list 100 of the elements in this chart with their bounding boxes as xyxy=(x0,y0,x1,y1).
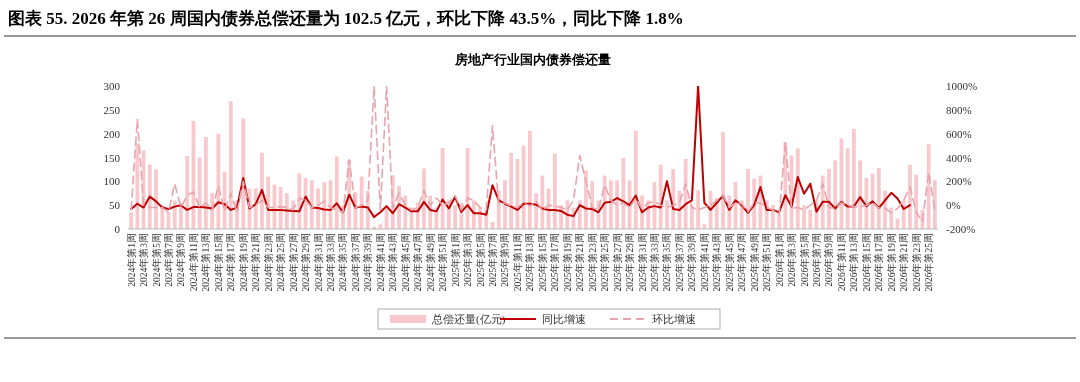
x-tick-label: 2025年第15周 xyxy=(536,233,548,292)
bar xyxy=(228,101,233,229)
bar xyxy=(359,176,364,229)
bar xyxy=(316,188,320,229)
x-tick-label: 2024年第47周 xyxy=(412,233,424,292)
x-tick-label: 2025年第27周 xyxy=(611,233,623,292)
x-tick-label: 2024年第49周 xyxy=(424,233,436,292)
bar xyxy=(752,178,757,229)
bar xyxy=(129,212,133,229)
x-tick-label: 2024年第3周 xyxy=(138,233,150,287)
x-tick-label: 2025年第13周 xyxy=(524,233,536,292)
x-tick-label: 2025年第7周 xyxy=(487,233,498,287)
x-tick-label: 2024年第51周 xyxy=(437,233,449,292)
x-tick-label: 2026年第21周 xyxy=(898,233,910,292)
bar xyxy=(154,169,158,229)
legend-label: 同比增速 xyxy=(542,313,586,325)
x-tick-label: 2024年第7周 xyxy=(163,233,174,287)
bar xyxy=(858,160,862,229)
x-tick-label: 2026年第11周 xyxy=(835,233,847,292)
x-tick-label: 2026年第19周 xyxy=(885,233,897,292)
x-tick-label: 2024年第23周 xyxy=(262,233,274,292)
y-tick-label: 250 xyxy=(103,103,121,116)
bar xyxy=(135,143,140,229)
bar xyxy=(808,209,813,229)
bar xyxy=(696,190,700,229)
x-tick-label: 2025年第31周 xyxy=(636,233,648,292)
bar xyxy=(852,128,856,229)
x-tick-label: 2024年第11周 xyxy=(187,233,199,292)
bar xyxy=(503,180,507,229)
x-tick-label: 2025年第9周 xyxy=(499,233,511,287)
x-tick-label: 2026年第23周 xyxy=(910,233,922,292)
bar xyxy=(615,180,619,229)
bar xyxy=(453,205,457,229)
bar xyxy=(908,164,912,229)
x-tick-label: 2026年第5周 xyxy=(798,233,810,287)
x-tick-label: 2025年第47周 xyxy=(736,233,748,292)
x-tick-label: 2025年第21周 xyxy=(574,233,586,292)
x-tick-label: 2026年第3周 xyxy=(786,233,798,287)
bar xyxy=(197,157,202,229)
x-tick-label: 2024年第15周 xyxy=(212,233,224,292)
bar xyxy=(147,164,152,229)
bar xyxy=(534,193,538,229)
legend-label: 环比增速 xyxy=(652,313,696,325)
x-tick-label: 2024年第33周 xyxy=(325,233,336,292)
x-tick-label: 2025年第1周 xyxy=(449,233,461,287)
bar xyxy=(260,152,264,229)
x-tick-label: 2024年第31周 xyxy=(312,233,324,292)
x-tick-label: 2024年第35周 xyxy=(337,233,349,292)
x-tick-label: 2025年第41周 xyxy=(698,233,710,292)
x-tick-label: 2026年第17周 xyxy=(873,233,885,292)
bar xyxy=(665,200,669,229)
x-tick-label: 2025年第37周 xyxy=(673,233,685,292)
bar xyxy=(746,168,750,229)
x-tick-label: 2025年第25周 xyxy=(599,233,611,292)
x-tick-label: 2024年第25周 xyxy=(275,233,287,292)
x-tick-label: 2026年第9周 xyxy=(823,233,835,287)
bar xyxy=(914,174,919,229)
x-tick-label: 2024年第5周 xyxy=(150,233,162,287)
bar xyxy=(802,205,806,229)
bar xyxy=(933,180,937,229)
x-tick-label: 2026年第13周 xyxy=(848,233,860,292)
x-tick-label: 2026年第7周 xyxy=(811,233,822,287)
x-tick-label: 2024年第13周 xyxy=(200,233,212,292)
x-tick-label: 2024年第1周 xyxy=(125,233,137,287)
bar xyxy=(266,176,271,229)
bar xyxy=(528,130,532,229)
bar xyxy=(683,158,688,229)
y2-tick-label: 200% xyxy=(946,175,972,188)
x-tick-label: 2024年第39周 xyxy=(362,233,374,292)
x-tick-label: 2024年第41周 xyxy=(374,233,386,292)
bar xyxy=(278,187,283,229)
bar xyxy=(297,173,302,229)
y2-tick-label: 800% xyxy=(946,103,972,116)
bar xyxy=(777,214,781,229)
x-tick-label: 2025年第39周 xyxy=(686,233,698,292)
x-tick-label: 2024年第17周 xyxy=(225,233,237,292)
bar xyxy=(509,152,514,229)
x-tick-label: 2025年第51周 xyxy=(761,233,773,292)
bar xyxy=(721,132,725,229)
y2-tick-label: 600% xyxy=(946,127,972,140)
x-tick-label: 2025年第11周 xyxy=(511,233,523,292)
x-tick-label: 2025年第29周 xyxy=(624,233,636,292)
x-tick-label: 2024年第19周 xyxy=(237,233,249,292)
x-tick-label: 2025年第45周 xyxy=(723,233,735,292)
bar xyxy=(690,205,694,229)
y-tick-label: 50 xyxy=(109,199,121,212)
x-tick-label: 2024年第45周 xyxy=(399,233,411,292)
x-tick-label: 2025年第19周 xyxy=(561,233,573,292)
bar xyxy=(309,180,314,229)
bar xyxy=(521,145,526,229)
bar xyxy=(609,180,613,229)
bar xyxy=(926,144,931,229)
bar xyxy=(216,133,221,229)
x-tick-label: 2024年第43周 xyxy=(387,233,399,292)
chart-title: 图表 55. 2026 年第 26 周国内债券总偿还量为 102.5 亿元，环比下降 43.5%，同比下降 1.8% xyxy=(8,9,684,28)
x-tick-label: 2025年第17周 xyxy=(549,233,561,292)
y2-tick-label: 400% xyxy=(946,151,972,164)
x-tick-label: 2025年第49周 xyxy=(748,233,760,292)
bar xyxy=(889,207,894,229)
y2-tick-label: 1000% xyxy=(946,80,978,92)
